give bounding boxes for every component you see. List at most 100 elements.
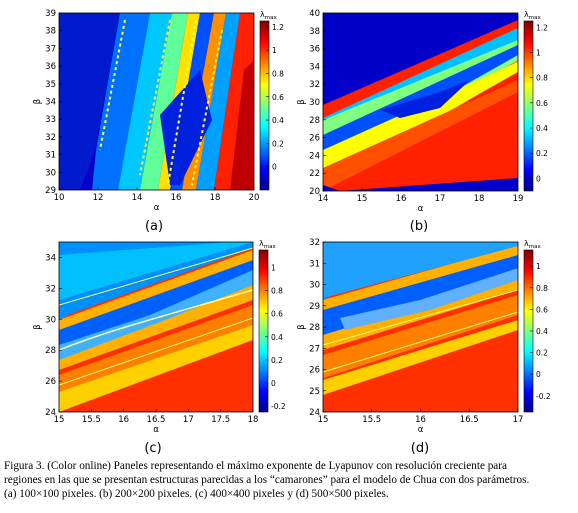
y-tick-label: 38 xyxy=(45,27,56,37)
y-tick-label: 32 xyxy=(309,238,320,248)
y-axis-label: β xyxy=(33,324,43,329)
x-tick-label: 17 xyxy=(435,194,446,204)
x-tick-label: 12 xyxy=(93,193,104,203)
y-tick-label: 34 xyxy=(45,253,56,263)
y-tick-label: 30 xyxy=(309,281,320,291)
lyapunov-figure: 10 12 14 16 18 202930313233343536373839αβ(a)0… xyxy=(33,9,551,456)
colorbar-tick-label: -0.2 xyxy=(271,402,286,411)
colorbar-tick-label: 0.6 xyxy=(271,310,283,319)
x-tick-label: 15.5 xyxy=(82,415,101,425)
colorbar-c xyxy=(258,249,269,413)
x-tick-label: 15.5 xyxy=(362,415,381,425)
colorbar-title-subscript: max xyxy=(529,15,542,21)
y-axis-label: β xyxy=(33,99,43,104)
x-axis-label: α xyxy=(418,204,424,214)
colorbar-title-subscript: max xyxy=(265,15,278,21)
x-tick-label: 18 xyxy=(474,194,485,204)
x-tick-label: 17 xyxy=(183,415,194,425)
colorbar-tick-label: 0 xyxy=(536,370,541,379)
colorbar-tick-label: 0.4 xyxy=(536,124,548,133)
y-tick-label: 34 xyxy=(309,62,320,72)
x-tick-label: 20 xyxy=(249,193,260,203)
panel-label: (d) xyxy=(411,441,429,456)
y-tick-label: 40 xyxy=(309,9,320,19)
x-axis-label: α xyxy=(153,425,159,435)
y-axis-label: β xyxy=(297,99,307,104)
colorbar-tick-label: 1 xyxy=(536,262,541,271)
x-tick-label: 15 xyxy=(318,415,329,425)
colorbar-tick-label: 0.6 xyxy=(536,305,548,314)
y-tick-label: 26 xyxy=(309,366,320,376)
colorbar-title: λmax xyxy=(260,10,277,21)
x-tick-label: 16 xyxy=(396,194,407,204)
x-tick-label: 17 xyxy=(513,415,524,425)
y-tick-label: 32 xyxy=(45,133,56,143)
x-tick-label: 17.5 xyxy=(211,415,230,425)
axes-a: 10 12 14 16 18 202930313233343536373839αβ(a)0… xyxy=(33,9,284,234)
heatmap-panel-c xyxy=(58,241,254,413)
figure-caption: Figura 3. (Color online) Paneles represe… xyxy=(4,459,576,501)
colorbar-tick-label: 0 xyxy=(272,163,277,172)
caption-line-1: Figura 3. (Color online) Paneles represe… xyxy=(4,460,507,472)
y-tick-label: 24 xyxy=(309,408,320,418)
y-tick-label: 25 xyxy=(309,387,320,397)
y-tick-label: 26 xyxy=(309,134,320,144)
colorbar-tick-label: 0.2 xyxy=(536,149,548,158)
y-tick-label: 27 xyxy=(309,344,320,354)
caption-line-2: regiones en las que se presentan estruct… xyxy=(4,474,530,486)
panel-label: (c) xyxy=(144,441,161,456)
colorbar-title-symbol: λ xyxy=(524,10,529,19)
y-tick-label: 29 xyxy=(309,302,320,312)
axes-b: 14 15 16 17 18 19 20 22 24 26 28 30 32 34 36 38 40 α β (b) 0… xyxy=(297,9,548,234)
y-tick-label: 32 xyxy=(45,284,56,294)
y-tick-label: 29 xyxy=(45,186,56,196)
colorbar-title: λmax xyxy=(259,239,276,250)
colorbar-a xyxy=(259,20,270,191)
colorbar-title: λmax xyxy=(524,239,541,250)
colorbar-tick-label: 0 xyxy=(271,379,276,388)
x-tick-label: 14 xyxy=(132,193,143,203)
colorbar-tick-label: 0.2 xyxy=(271,356,283,365)
y-tick-label: 20 xyxy=(309,187,320,197)
axes-c: 15 15.5 16 16.5 17 17.5 18 24 26 28 30 32 34 α β (c) -0.… xyxy=(33,239,286,456)
colorbar-b xyxy=(523,20,534,192)
y-tick-label: 30 xyxy=(45,168,56,178)
colorbar-tick-label: 0.6 xyxy=(536,99,548,108)
colorbar-tick-label: 1 xyxy=(536,48,541,57)
y-tick-label: 24 xyxy=(309,151,320,161)
x-axis-label: α xyxy=(154,203,160,213)
y-tick-label: 36 xyxy=(309,45,320,55)
y-tick-label: 24 xyxy=(45,408,56,418)
colorbar-title-symbol: λ xyxy=(524,239,529,248)
colorbar-tick-label: 1.2 xyxy=(272,23,284,32)
heatmap-a-image xyxy=(59,13,254,190)
y-tick-label: 37 xyxy=(45,44,56,54)
heatmap-b-image xyxy=(323,13,518,191)
colorbar-title-symbol: λ xyxy=(259,239,264,248)
axes-d: 15 15.5 16 16.5 17 24 25 26 27 28 29 30 31 32 α β (d) -0.… xyxy=(297,238,551,456)
y-tick-label: 28 xyxy=(309,323,320,333)
colorbar-tick-label: 0.4 xyxy=(536,327,548,336)
colorbar-title-subscript: max xyxy=(529,244,542,250)
y-tick-label: 34 xyxy=(45,98,56,108)
x-tick-label: 16.5 xyxy=(460,415,479,425)
colorbar-tick-label: -0.2 xyxy=(536,392,551,401)
x-tick-label: 18 xyxy=(210,193,221,203)
x-tick-label: 16 xyxy=(415,415,426,425)
x-tick-label: 15 xyxy=(54,415,65,425)
y-tick-label: 30 xyxy=(45,315,56,325)
heatmap-d-image xyxy=(323,242,518,412)
colorbar-tick-label: 0 xyxy=(536,174,541,183)
colorbar-tick-label: 1 xyxy=(272,46,277,55)
y-tick-label: 28 xyxy=(309,116,320,126)
y-tick-label: 31 xyxy=(309,259,320,269)
y-tick-label: 38 xyxy=(309,27,320,37)
heatmap-panel-b xyxy=(322,12,519,192)
colorbar-tick-label: 0.2 xyxy=(272,139,284,148)
heatmap-panel-a xyxy=(58,12,255,191)
y-tick-label: 26 xyxy=(45,377,56,387)
panel-label: (a) xyxy=(145,219,163,234)
x-axis-label: α xyxy=(418,425,424,435)
x-tick-label: 16 xyxy=(118,415,129,425)
y-axis-label: β xyxy=(297,324,307,329)
